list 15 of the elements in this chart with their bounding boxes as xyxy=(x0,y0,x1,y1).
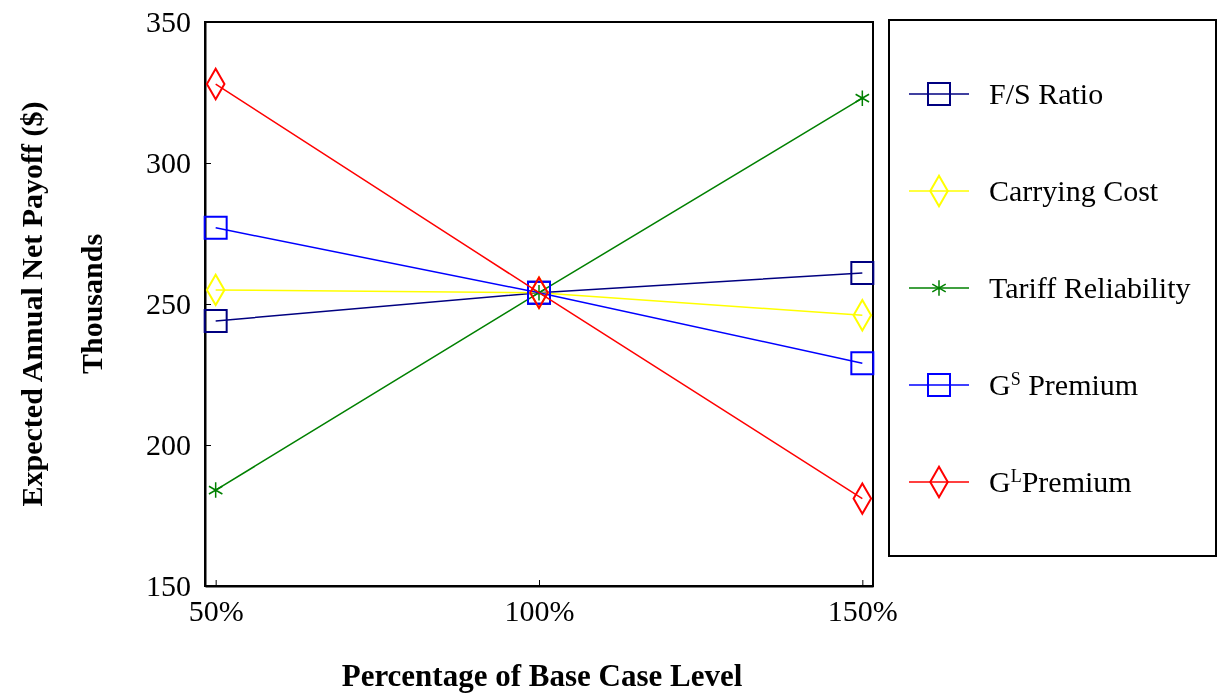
y-tick-label: 350 xyxy=(146,5,191,39)
x-axis-title: Percentage of Base Case Level xyxy=(341,658,743,693)
x-tick-label: 50% xyxy=(188,594,244,628)
y-tick-label: 250 xyxy=(146,287,191,321)
legend-label: Carrying Cost xyxy=(989,174,1159,207)
y-axis-title: Expected Annual Net Payoff ($) Thousands xyxy=(15,101,108,507)
legend-label: G$^{L}$Premium xyxy=(989,465,1132,498)
legend-label: G$^{S}$ Premium xyxy=(989,368,1139,401)
legend-label: Tariff Reliability xyxy=(989,271,1191,304)
legend-label: F/S Ratio xyxy=(989,77,1104,110)
x-tick-label: 100% xyxy=(504,594,575,628)
y-tick-label: 200 xyxy=(146,428,191,462)
x-tick-label: 150% xyxy=(827,594,898,628)
y-tick-label: 300 xyxy=(146,146,191,180)
y-tick-label: 150 xyxy=(146,569,191,603)
